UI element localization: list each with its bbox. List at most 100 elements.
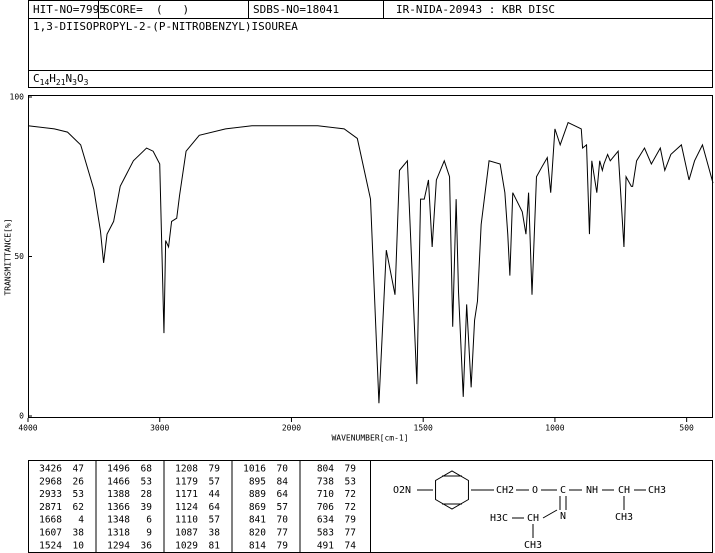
peak-wavenumber: 804 <box>317 464 334 475</box>
peak-wavenumber: 1668 <box>39 515 62 526</box>
atom-label: CH2 <box>496 485 514 496</box>
method: IR-NIDA-20943 : KBR DISC <box>396 3 555 16</box>
peak-transmittance: 38 <box>209 528 221 539</box>
benzene-ring <box>435 470 469 510</box>
peak-transmittance: 57 <box>277 502 288 513</box>
peak-transmittance: 79 <box>345 515 357 526</box>
peak-wavenumber: 491 <box>317 540 334 551</box>
peak-wavenumber: 634 <box>317 515 334 526</box>
peak-wavenumber: 738 <box>317 476 334 487</box>
peak-transmittance: 44 <box>209 489 221 500</box>
peak-transmittance: 79 <box>209 464 221 475</box>
peak-transmittance: 53 <box>345 476 356 487</box>
x-tick-label: 1000 <box>545 424 564 433</box>
sdbs-no: SDBS-NO=18041 <box>253 3 339 16</box>
peak-transmittance: 70 <box>277 515 289 526</box>
peak-wavenumber: 1179 <box>175 476 198 487</box>
peak-transmittance: 28 <box>141 489 153 500</box>
peak-wavenumber: 1466 <box>107 476 130 487</box>
peak-transmittance: 6 <box>146 515 152 526</box>
peak-wavenumber: 1029 <box>175 540 198 551</box>
peak-transmittance: 57 <box>209 476 220 487</box>
peak-wavenumber: 706 <box>317 502 334 513</box>
peak-wavenumber: 710 <box>317 489 334 500</box>
peak-transmittance: 74 <box>345 540 357 551</box>
peak-wavenumber: 1388 <box>107 489 130 500</box>
peak-transmittance: 79 <box>277 540 289 551</box>
atom-label: O <box>532 485 538 496</box>
peak-transmittance: 38 <box>73 528 85 539</box>
peak-wavenumber: 1294 <box>107 540 130 551</box>
atom-label: C <box>560 485 566 496</box>
peak-wavenumber: 814 <box>249 540 266 551</box>
y-tick-label: 0 <box>19 412 24 421</box>
peak-transmittance: 70 <box>277 464 289 475</box>
header-frame <box>28 0 713 553</box>
formula: C14H21N3O3 <box>33 72 89 87</box>
x-tick-label: 4000 <box>18 424 37 433</box>
peak-transmittance: 72 <box>345 502 356 513</box>
x-axis-label: WAVENUMBER[cm-1] <box>331 434 408 443</box>
peak-wavenumber: 889 <box>249 489 266 500</box>
atom-label: H3C <box>490 513 508 524</box>
peak-wavenumber: 820 <box>249 528 266 539</box>
atom-label: CH <box>618 485 630 496</box>
peak-wavenumber: 1607 <box>39 528 62 539</box>
peak-wavenumber: 1110 <box>175 515 198 526</box>
peak-transmittance: 79 <box>345 464 357 475</box>
atom-label: N <box>560 511 566 522</box>
peak-transmittance: 4 <box>78 515 84 526</box>
y-tick-label: 100 <box>10 93 25 102</box>
compound-name: 1,3-DIISOPROPYL-2-(P-NITROBENZYL)ISOUREA <box>33 20 298 33</box>
y-tick-label: 50 <box>14 252 24 261</box>
peak-transmittance: 57 <box>209 515 220 526</box>
peak-wavenumber: 2968 <box>39 476 62 487</box>
peak-wavenumber: 1171 <box>175 489 198 500</box>
peak-transmittance: 9 <box>146 528 152 539</box>
peak-transmittance: 53 <box>73 489 84 500</box>
peak-transmittance: 64 <box>209 502 221 513</box>
peak-transmittance: 39 <box>141 502 153 513</box>
peak-wavenumber: 1524 <box>39 540 62 551</box>
x-tick-label: 3000 <box>150 424 169 433</box>
x-tick-label: 1500 <box>414 424 433 433</box>
peak-wavenumber: 869 <box>249 502 266 513</box>
peak-wavenumber: 895 <box>249 476 266 487</box>
peak-transmittance: 47 <box>73 464 84 475</box>
bond <box>542 509 558 519</box>
y-axis-label: TRANSMITTANCE[%] <box>4 218 13 295</box>
peak-transmittance: 77 <box>277 528 288 539</box>
peak-transmittance: 36 <box>141 540 153 551</box>
peak-transmittance: 26 <box>73 476 85 487</box>
peak-transmittance: 64 <box>277 489 289 500</box>
peak-wavenumber: 583 <box>317 528 334 539</box>
hit-no: HIT-NO=7995 <box>33 3 106 16</box>
score: SCORE= ( ) <box>103 3 189 16</box>
spectrum-line <box>27 121 714 404</box>
peak-transmittance: 81 <box>209 540 221 551</box>
header-box <box>28 0 713 88</box>
x-tick-label: 500 <box>679 424 694 433</box>
atom-label: CH3 <box>524 540 542 551</box>
peak-wavenumber: 1496 <box>107 464 130 475</box>
peak-wavenumber: 2871 <box>39 502 62 513</box>
plot-frame <box>28 95 713 418</box>
peak-transmittance: 68 <box>141 464 153 475</box>
peak-wavenumber: 3426 <box>39 464 62 475</box>
atom-label: CH3 <box>615 512 633 523</box>
peak-wavenumber: 1124 <box>175 502 198 513</box>
peak-wavenumber: 2933 <box>39 489 62 500</box>
peak-transmittance: 84 <box>277 476 289 487</box>
peak-wavenumber: 1016 <box>243 464 266 475</box>
peak-wavenumber: 1366 <box>107 502 130 513</box>
peak-transmittance: 53 <box>141 476 152 487</box>
atom-label: O2N <box>393 485 411 496</box>
peak-wavenumber: 1087 <box>175 528 198 539</box>
peak-wavenumber: 1348 <box>107 515 130 526</box>
peak-wavenumber: 841 <box>249 515 266 526</box>
peak-wavenumber: 1208 <box>175 464 198 475</box>
atom-label: NH <box>586 485 598 496</box>
peak-transmittance: 62 <box>73 502 84 513</box>
x-tick-label: 2000 <box>282 424 301 433</box>
